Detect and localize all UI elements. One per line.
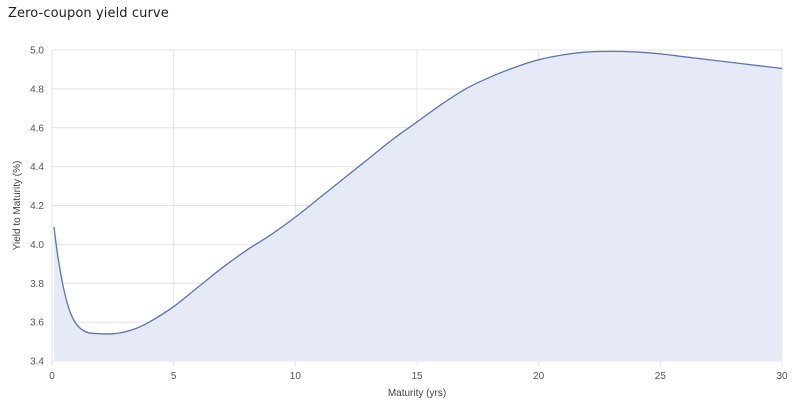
y-tick-label: 3.6 — [30, 318, 44, 329]
y-tick-label: 4.0 — [30, 240, 44, 251]
data-point — [439, 102, 443, 106]
data-point — [464, 87, 468, 91]
data-point — [415, 120, 419, 124]
data-point — [634, 50, 638, 54]
x-tick-label: 20 — [533, 371, 545, 382]
data-point — [135, 326, 139, 330]
x-tick-labels: 0 5 10 15 20 25 30 — [49, 371, 788, 382]
y-tick-label: 3.4 — [30, 357, 44, 368]
data-point — [731, 61, 735, 65]
data-point — [99, 332, 103, 336]
y-tick-label: 3.8 — [30, 279, 44, 290]
x-tick-label: 25 — [655, 371, 667, 382]
data-point — [585, 50, 589, 54]
data-point — [68, 310, 72, 314]
data-point — [391, 137, 395, 141]
data-point — [366, 157, 370, 161]
y-tick-label: 4.6 — [30, 123, 44, 134]
data-point — [220, 266, 224, 270]
data-point — [123, 330, 127, 334]
yield-area — [53, 51, 782, 362]
data-point — [756, 64, 760, 68]
y-tick-label: 4.2 — [30, 201, 44, 212]
data-point — [147, 320, 151, 324]
y-tick-label: 5.0 — [30, 46, 44, 57]
data-point — [780, 66, 784, 70]
data-point — [512, 65, 516, 69]
data-point — [707, 58, 711, 62]
data-point — [172, 305, 176, 309]
data-point — [52, 225, 56, 229]
x-tick-label: 0 — [49, 371, 55, 382]
x-axis-title: Maturity (yrs) — [388, 388, 446, 399]
data-point — [293, 215, 297, 219]
area-fill — [53, 51, 782, 362]
data-point — [537, 58, 541, 62]
data-point — [318, 196, 322, 200]
data-point — [74, 322, 78, 326]
data-point — [62, 289, 66, 293]
x-tick-label: 15 — [411, 371, 423, 382]
data-point — [269, 233, 273, 237]
x-tick-label: 30 — [776, 371, 788, 382]
x-tick-label: 5 — [171, 371, 177, 382]
data-point — [56, 256, 60, 260]
y-axis-title: Yield to Maturity (%) — [12, 161, 23, 251]
y-tick-labels: 3.4 3.6 3.8 4.0 4.2 4.4 4.6 4.8 5.0 — [30, 46, 44, 368]
data-point — [683, 55, 687, 59]
data-point — [111, 332, 115, 336]
data-point — [342, 176, 346, 180]
data-point — [561, 53, 565, 57]
data-point — [87, 331, 91, 335]
data-point — [610, 49, 614, 53]
data-point — [658, 52, 662, 56]
series-line — [53, 50, 783, 335]
yield-line — [53, 50, 783, 335]
data-point — [488, 75, 492, 79]
x-tick-label: 10 — [290, 371, 302, 382]
data-point — [80, 328, 84, 332]
data-point — [245, 248, 249, 252]
data-point — [196, 285, 200, 289]
y-tick-label: 4.4 — [30, 162, 44, 173]
y-tick-label: 4.8 — [30, 84, 44, 95]
chart-title: Zero-coupon yield curve — [8, 6, 169, 21]
